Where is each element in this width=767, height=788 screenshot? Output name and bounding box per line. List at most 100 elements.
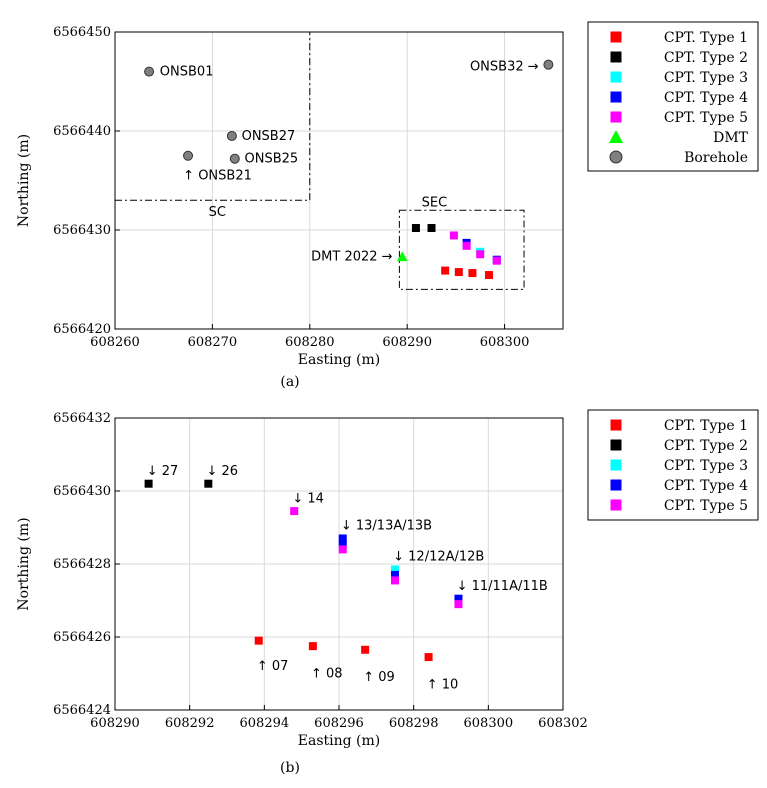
x-tick-label: 608300 (464, 716, 514, 731)
region-sc-boundary (115, 32, 311, 201)
annotation-onsb32: ONSB32 → (470, 60, 539, 75)
annotation-sc: SC (209, 205, 226, 220)
series-cpt-type-1 (254, 636, 433, 662)
annotation-onsb25: ONSB25 (245, 152, 299, 167)
data-point (226, 130, 237, 141)
x-tick-label: 608270 (188, 335, 238, 350)
y-axis-label: Northing (m) (16, 134, 32, 227)
series-borehole (144, 59, 554, 164)
annotation-12-12a-12b: ↓ 12/12A/12B (393, 550, 484, 565)
annotation-14: ↓ 14 (292, 491, 324, 506)
legend-label: CPT. Type 3 (664, 70, 748, 86)
y-tick-label: 6566450 (53, 25, 111, 40)
legend-marker (610, 419, 622, 431)
series-cpt-type-3 (391, 565, 399, 574)
y-axis-label: Northing (m) (16, 517, 32, 610)
data-point (468, 269, 477, 278)
legend-label: CPT. Type 1 (664, 418, 748, 434)
data-point (411, 224, 420, 233)
y-tick-label: 6566430 (53, 223, 111, 238)
data-point (492, 256, 501, 265)
data-point (391, 565, 399, 574)
data-point (476, 250, 485, 259)
annotation-onsb01: ONSB01 (160, 65, 214, 80)
series-cpt-type-1 (441, 266, 493, 280)
data-point (391, 576, 399, 585)
legend-label: CPT. Type 4 (664, 478, 748, 494)
data-point (229, 153, 240, 164)
y-tick-label: 6566426 (53, 630, 111, 645)
annotation-dmt-2022: DMT 2022 → (311, 250, 393, 265)
legend: CPT. Type 1 CPT. Type 2 CPT. Type 3 CPT. Ty… (587, 21, 759, 172)
data-point (449, 231, 458, 240)
x-tick-label: 608300 (480, 335, 530, 350)
legend-marker (610, 51, 622, 63)
data-point (396, 251, 408, 262)
data-point (454, 594, 463, 603)
data-point (391, 570, 399, 579)
annotation-26: ↓ 26 (206, 464, 238, 479)
data-point (144, 479, 153, 488)
y-tick-label: 6566432 (53, 411, 111, 426)
x-axis-label: Easting (m) (298, 352, 380, 368)
data-point (424, 653, 433, 662)
legend-label: Borehole (684, 150, 748, 166)
annotation-13-13a-13b: ↓ 13/13A/13B (341, 519, 432, 534)
x-tick-label: 608302 (538, 716, 588, 731)
y-tick-label: 6566420 (53, 322, 111, 337)
legend-label: CPT. Type 4 (664, 90, 748, 106)
x-tick-label: 608294 (240, 716, 290, 731)
data-point (338, 545, 347, 554)
legend-label: CPT. Type 5 (664, 498, 748, 514)
data-point (427, 224, 436, 233)
data-point (144, 66, 155, 77)
data-point (361, 645, 370, 654)
data-point (254, 636, 263, 645)
legend-marker (610, 91, 622, 103)
series-dmt (396, 251, 408, 262)
x-tick-label: 608296 (314, 716, 364, 731)
data-point (308, 642, 317, 651)
data-point (543, 59, 554, 70)
annotation-11-11a-11b: ↓ 11/11A/11B (457, 579, 548, 594)
legend-marker (609, 150, 623, 164)
series-cpt-type-5 (449, 231, 501, 265)
y-tick-label: 6566424 (53, 703, 111, 718)
annotation-08: ↑ 08 (311, 667, 343, 682)
data-point (441, 266, 450, 275)
data-point (462, 241, 471, 250)
legend-marker (608, 129, 624, 144)
figure-caption: (b) (280, 760, 300, 776)
data-point (454, 600, 463, 609)
series-cpt-type-2 (411, 224, 436, 233)
annotation-27: ↓ 27 (147, 464, 179, 479)
x-axis-label: Easting (m) (298, 733, 380, 749)
annotation-07: ↑ 07 (257, 659, 289, 674)
legend-marker (610, 459, 622, 471)
annotation-sec: SEC (422, 195, 448, 210)
annotation-10: ↑ 10 (427, 677, 459, 692)
y-tick-label: 6566428 (53, 557, 111, 572)
legend-marker (610, 111, 622, 123)
legend-marker (610, 479, 622, 491)
data-point (338, 539, 347, 548)
data-point (454, 268, 463, 277)
series-cpt-type-5 (290, 507, 463, 609)
x-tick-label: 608292 (165, 716, 215, 731)
legend-label: CPT. Type 1 (664, 30, 748, 46)
series-cpt-type-4 (338, 534, 463, 603)
x-tick-label: 608280 (285, 335, 335, 350)
data-point (338, 534, 347, 543)
legend: CPT. Type 1 CPT. Type 2 CPT. Type 3 CPT. Ty… (587, 409, 759, 521)
annotation-onsb27: ONSB27 (242, 129, 296, 144)
legend-marker (610, 499, 622, 511)
legend-marker (610, 439, 622, 451)
data-point (290, 507, 299, 516)
annotation-onsb21: ↑ ONSB21 (183, 169, 252, 184)
series-cpt-type-2 (144, 479, 213, 488)
x-tick-label: 608260 (90, 335, 140, 350)
legend-marker (610, 71, 622, 83)
figure-caption: (a) (280, 374, 299, 390)
data-point (183, 150, 194, 161)
